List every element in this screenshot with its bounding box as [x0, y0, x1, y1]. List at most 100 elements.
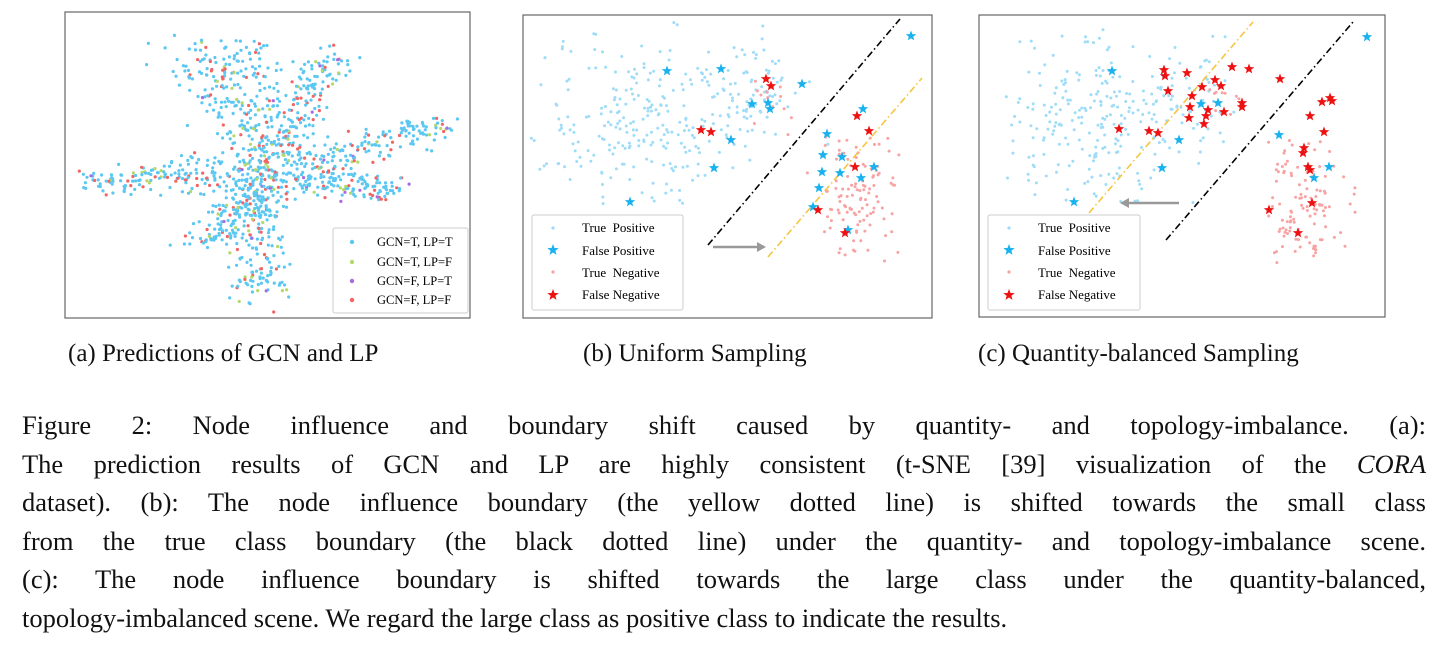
true-negative-point	[855, 230, 859, 234]
true-positive-point	[1077, 73, 1081, 77]
point-gcn-f-lp-f	[312, 157, 316, 161]
point-gcn-t-lp-t	[291, 60, 295, 64]
true-positive-point	[754, 56, 758, 60]
true-positive-point	[1077, 116, 1081, 119]
point-gcn-t-lp-t	[241, 59, 245, 63]
point-gcn-t-lp-t	[235, 51, 239, 56]
true-positive-point	[622, 162, 626, 166]
point-gcn-f-lp-f	[93, 178, 97, 183]
point-gcn-f-lp-f	[323, 196, 327, 200]
point-gcn-f-lp-f	[243, 277, 247, 281]
true-positive-point	[1107, 172, 1111, 176]
true-positive-point	[657, 84, 661, 88]
legend-true-positive-marker	[551, 226, 555, 230]
point-gcn-t-lp-t	[205, 109, 209, 113]
point-gcn-t-lp-t	[299, 162, 303, 166]
point-gcn-t-lp-t	[253, 67, 257, 71]
point-gcn-t-lp-t	[224, 105, 228, 109]
point-gcn-t-lp-t	[225, 96, 229, 101]
false-positive-star	[817, 149, 829, 160]
point-gcn-t-lp-t	[168, 243, 172, 247]
true-negative-point	[1223, 91, 1227, 95]
point-gcn-t-lp-t	[234, 39, 238, 43]
point-gcn-t-lp-t	[244, 67, 248, 71]
point-gcn-t-lp-t	[220, 238, 224, 242]
true-positive-point	[1196, 122, 1199, 126]
true-positive-point	[637, 144, 641, 148]
true-positive-point	[688, 78, 692, 82]
point-gcn-t-lp-t	[361, 178, 365, 182]
point-gcn-t-lp-t	[131, 179, 135, 183]
point-gcn-t-lp-t	[257, 51, 261, 55]
point-gcn-t-lp-t	[303, 164, 307, 169]
true-positive-point	[557, 117, 561, 121]
point-gcn-t-lp-t	[260, 226, 264, 231]
legend-b-false-negative: False Negative	[582, 287, 660, 302]
point-gcn-t-lp-t	[383, 181, 388, 185]
shift-arrow-right	[713, 242, 766, 252]
true-positive-point	[731, 96, 734, 100]
point-gcn-f-lp-f	[341, 167, 345, 171]
point-gcn-t-lp-t	[376, 191, 380, 195]
true-positive-point	[632, 133, 636, 137]
true-positive-point	[1064, 136, 1068, 140]
point-gcn-t-lp-t	[358, 56, 362, 60]
true-positive-point	[1223, 35, 1227, 39]
point-gcn-f-lp-f	[247, 103, 251, 108]
true-positive-point	[1044, 114, 1048, 117]
point-gcn-t-lp-t	[292, 160, 296, 164]
point-gcn-t-lp-f	[159, 169, 163, 173]
point-gcn-t-lp-t	[184, 181, 188, 185]
point-gcn-t-lp-f	[234, 226, 238, 230]
point-gcn-f-lp-f	[223, 67, 227, 71]
point-gcn-t-lp-f	[147, 181, 151, 185]
point-gcn-t-lp-t	[197, 157, 201, 162]
point-gcn-t-lp-t	[222, 209, 226, 213]
point-gcn-t-lp-t	[296, 102, 300, 106]
point-gcn-t-lp-t	[227, 265, 231, 269]
false-positive-star	[1212, 97, 1224, 108]
point-gcn-t-lp-t	[159, 193, 163, 197]
true-positive-point	[631, 128, 635, 132]
point-gcn-t-lp-t	[220, 115, 224, 119]
point-gcn-t-lp-t	[211, 204, 215, 208]
point-gcn-t-lp-t	[282, 115, 286, 119]
point-gcn-t-lp-t	[260, 200, 264, 205]
true-positive-point	[1209, 114, 1213, 118]
true-positive-point	[1179, 105, 1183, 109]
true-negative-point	[877, 142, 881, 146]
legend-a-label-2: GCN=T, LP=F	[377, 255, 452, 269]
point-gcn-t-lp-t	[243, 184, 247, 188]
point-gcn-t-lp-t	[227, 99, 231, 103]
point-gcn-f-lp-f	[371, 160, 375, 164]
true-positive-point	[731, 99, 734, 103]
point-gcn-t-lp-t	[276, 97, 280, 101]
panel-b-uniform-sampling-plot: True Positive False Positive True Negati…	[522, 14, 933, 319]
point-gcn-t-lp-t	[346, 186, 350, 190]
true-positive-point	[676, 133, 680, 137]
true-positive-point	[629, 87, 633, 91]
point-gcn-t-lp-t	[204, 53, 208, 57]
point-gcn-t-lp-t	[362, 195, 366, 199]
point-gcn-t-lp-t	[264, 136, 268, 140]
point-gcn-t-lp-t	[162, 170, 166, 174]
true-positive-point	[608, 143, 611, 147]
false-positive-star	[1068, 196, 1080, 207]
point-gcn-f-lp-f	[245, 198, 249, 202]
point-gcn-t-lp-t	[111, 191, 115, 195]
true-negative-point	[779, 95, 783, 98]
point-gcn-t-lp-t	[264, 168, 268, 172]
point-gcn-t-lp-t	[344, 154, 348, 158]
point-gcn-t-lp-t	[163, 175, 167, 179]
true-negative-point	[1220, 91, 1224, 95]
true-positive-point	[560, 126, 563, 130]
true-negative-point	[1314, 244, 1317, 248]
true-positive-point	[614, 88, 618, 92]
true-positive-point	[1161, 137, 1165, 141]
true-positive-point	[640, 191, 644, 195]
point-gcn-t-lp-t	[291, 124, 295, 129]
point-gcn-t-lp-t	[272, 225, 276, 229]
point-gcn-t-lp-t	[293, 197, 297, 201]
true-positive-point	[642, 138, 646, 142]
point-gcn-t-lp-t	[336, 62, 340, 66]
